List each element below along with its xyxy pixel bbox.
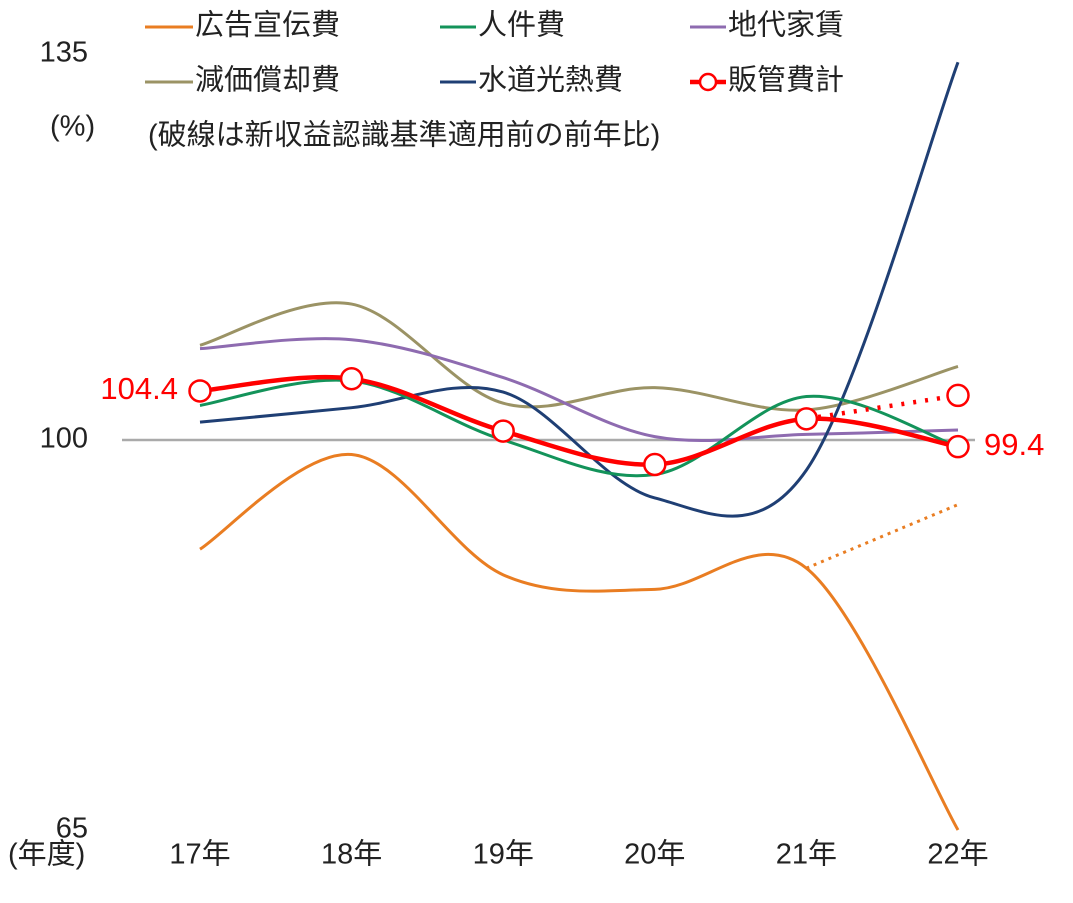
x-tick-label: 19年	[473, 838, 534, 871]
legend-label: 水道光熱費	[478, 64, 623, 97]
legend-marker	[698, 72, 718, 92]
x-tick-label: 21年	[776, 838, 837, 871]
legend-label: 地代家賃	[728, 9, 844, 42]
point-marker	[188, 379, 212, 403]
legend-label: 減価償却費	[195, 64, 340, 97]
series-line	[805, 503, 959, 570]
y-tick-label: 65	[56, 813, 88, 845]
point-marker	[643, 452, 667, 477]
series-line	[199, 452, 960, 831]
point-marker	[339, 366, 364, 391]
x-tick-label: 18年	[321, 838, 382, 871]
series-line	[199, 61, 960, 518]
point-marker	[946, 434, 970, 459]
point-marker	[946, 383, 970, 408]
data-label: 99.4	[984, 427, 1044, 462]
x-tick-label: 17年	[169, 838, 230, 871]
y-unit: (%)	[50, 111, 95, 143]
x-tick-label: 22年	[927, 838, 988, 871]
legend-label: 販管費計	[728, 64, 844, 97]
note: (破線は新収益認識基準適用前の前年比)	[148, 119, 660, 152]
series-line	[199, 374, 959, 467]
y-tick-label: 100	[40, 423, 88, 455]
point-marker	[491, 419, 515, 443]
y-tick-label: 135	[40, 37, 88, 69]
legend-label: 人件費	[478, 9, 565, 42]
legend-label: 広告宣伝費	[195, 9, 340, 42]
series-line	[199, 337, 959, 443]
x-unit: (年度)	[8, 838, 85, 871]
x-tick-label: 20年	[624, 838, 685, 871]
point-marker	[794, 407, 819, 431]
series-line	[199, 378, 959, 478]
series-line	[199, 301, 959, 412]
data-label: 104.4	[100, 371, 178, 406]
